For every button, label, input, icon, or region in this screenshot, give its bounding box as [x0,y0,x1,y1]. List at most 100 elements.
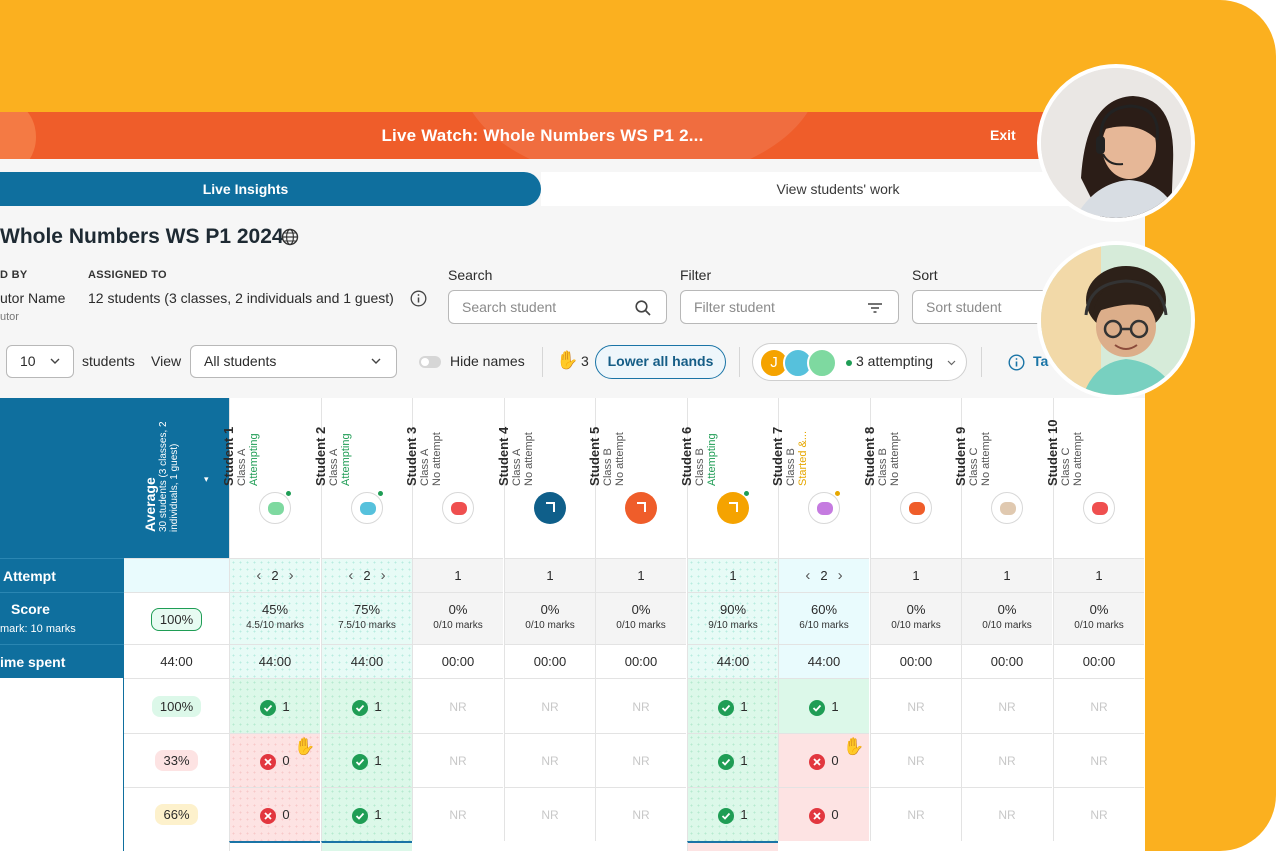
check-circle-icon [718,699,735,716]
student-header[interactable]: Student 8 Class B No attempt [862,398,961,558]
student-header[interactable]: Student 10 Class C No attempt [1045,398,1144,558]
status-dot [834,490,841,497]
student-header[interactable]: Student 2 Class A Attempting [313,398,412,558]
attempt-cell: 1 [504,558,595,592]
assigned-to-label: ASSIGNED TO [88,269,167,281]
student-name: Student 10 [1045,419,1060,486]
question-cell: NR [1053,733,1144,787]
previous-attempt-icon[interactable]: ‹ [805,567,811,584]
lower-all-hands-button[interactable]: Lower all hands [595,345,726,379]
avatar [717,492,749,524]
search-icon[interactable] [634,299,652,317]
question-cell[interactable]: 1 [321,787,412,841]
time-cell: 00:00 [412,644,503,678]
check-circle-icon [718,807,735,824]
attempt-cell: 1 [687,558,778,592]
raised-hand-icon[interactable]: ✋ [294,737,316,756]
score-cell: 0% 0/10 marks [504,592,595,644]
view-select[interactable]: All students [190,345,397,378]
globe-icon[interactable] [281,228,299,246]
next-attempt-icon[interactable]: › [288,567,294,584]
student-header[interactable]: Student 7 Class B Started &... [770,398,869,558]
hide-names-toggle[interactable] [419,356,441,368]
student-header[interactable]: Student 3 Class A No attempt [404,398,503,558]
next-attempt-icon[interactable]: › [837,567,843,584]
question-cell[interactable]: 0 ✋ [778,733,869,787]
student-class: Class A [511,448,523,486]
student-name: Student 3 [404,426,419,486]
question-cell: NR [504,733,595,787]
question-cell[interactable]: 0 [229,787,320,841]
question-cell: NR [504,787,595,841]
question-cell[interactable]: 1 [687,733,778,787]
student-header[interactable]: Student 6 Class B Attempting [679,398,778,558]
question-cell[interactable]: 0 ✋ [229,733,320,787]
status-dot [377,490,384,497]
live-watch-header: Live Watch: Whole Numbers WS P1 2... Exi… [0,112,1145,159]
exit-button[interactable]: Exit [990,127,1016,143]
next-attempt-icon[interactable]: › [380,567,386,584]
student-header[interactable]: Student 9 Class C No attempt [953,398,1052,558]
question-cell[interactable]: 1 [229,678,320,733]
question-cell[interactable]: 1 [687,787,778,841]
sort-arrow-icon: ▾ [204,474,209,484]
filter-input[interactable] [694,299,854,315]
filter-icon[interactable] [866,299,884,317]
previous-attempt-icon[interactable]: ‹ [256,567,262,584]
tutor-photo [1037,64,1195,222]
student-status: Attempting [248,433,260,486]
table-row [321,841,412,851]
student-header[interactable]: Student 1 Class A Attempting [221,398,320,558]
score-cell: 0% 0/10 marks [1053,592,1144,644]
question-cell[interactable]: 1 [687,678,778,733]
question-cell: NR [961,678,1052,733]
question-cell: NR [595,733,686,787]
info-link[interactable]: Ta [1033,353,1049,369]
student-status: Started &... [797,430,809,486]
student-class: Class C [968,447,980,486]
previous-attempt-icon[interactable]: ‹ [348,567,354,584]
cross-circle-icon [260,807,277,824]
question-cell: NR [412,787,503,841]
average-q1: 100% [124,678,229,733]
attempt-cell[interactable]: ‹ 2 › [229,558,320,592]
assigned-by-role: utor [0,311,19,323]
tab-live-insights[interactable]: Live Insights [0,172,541,206]
avatar [534,492,566,524]
avatar [991,492,1023,524]
divider [542,347,543,377]
student-status: No attempt [523,432,535,486]
attempting-dropdown[interactable]: J 3 attempting [752,343,967,381]
student-status: Attempting [340,433,352,486]
average-attempt [124,558,229,592]
score-cell: 0% 0/10 marks [961,592,1052,644]
search-box [448,290,667,324]
view-label: View [151,353,182,369]
attempt-cell[interactable]: ‹ 2 › [321,558,412,592]
search-input[interactable] [462,299,622,315]
worksheet-title: Whole Numbers WS P1 2024 [0,225,284,248]
avatar [625,492,657,524]
question-cell[interactable]: 1 [321,678,412,733]
cross-circle-icon [260,753,277,770]
raised-hand-icon: ✋ [556,350,579,370]
attempt-cell[interactable]: ‹ 2 › [778,558,869,592]
attempting-count: 3 attempting [856,353,934,369]
time-cell: 44:00 [321,644,412,678]
student-status: No attempt [431,432,443,486]
average-header[interactable]: Average 30 students (3 classes, 2 indivi… [124,398,229,558]
assigned-to-value: 12 students (3 classes, 2 individuals an… [88,290,394,306]
question-cell[interactable]: 0 [778,787,869,841]
student-name: Student 1 [221,426,236,486]
student-name: Student 6 [679,426,694,486]
page-size-select[interactable]: 10 [6,345,74,378]
table-row [687,841,778,851]
question-cell[interactable]: 1 [778,678,869,733]
raised-hand-icon[interactable]: ✋ [843,737,865,756]
student-header[interactable]: Student 5 Class B No attempt [587,398,686,558]
question-cell[interactable]: 1 [321,733,412,787]
student-header[interactable]: Student 4 Class A No attempt [496,398,595,558]
question-cell: NR [412,678,503,733]
info-icon[interactable] [410,290,427,307]
average-time: 44:00 [124,644,229,678]
